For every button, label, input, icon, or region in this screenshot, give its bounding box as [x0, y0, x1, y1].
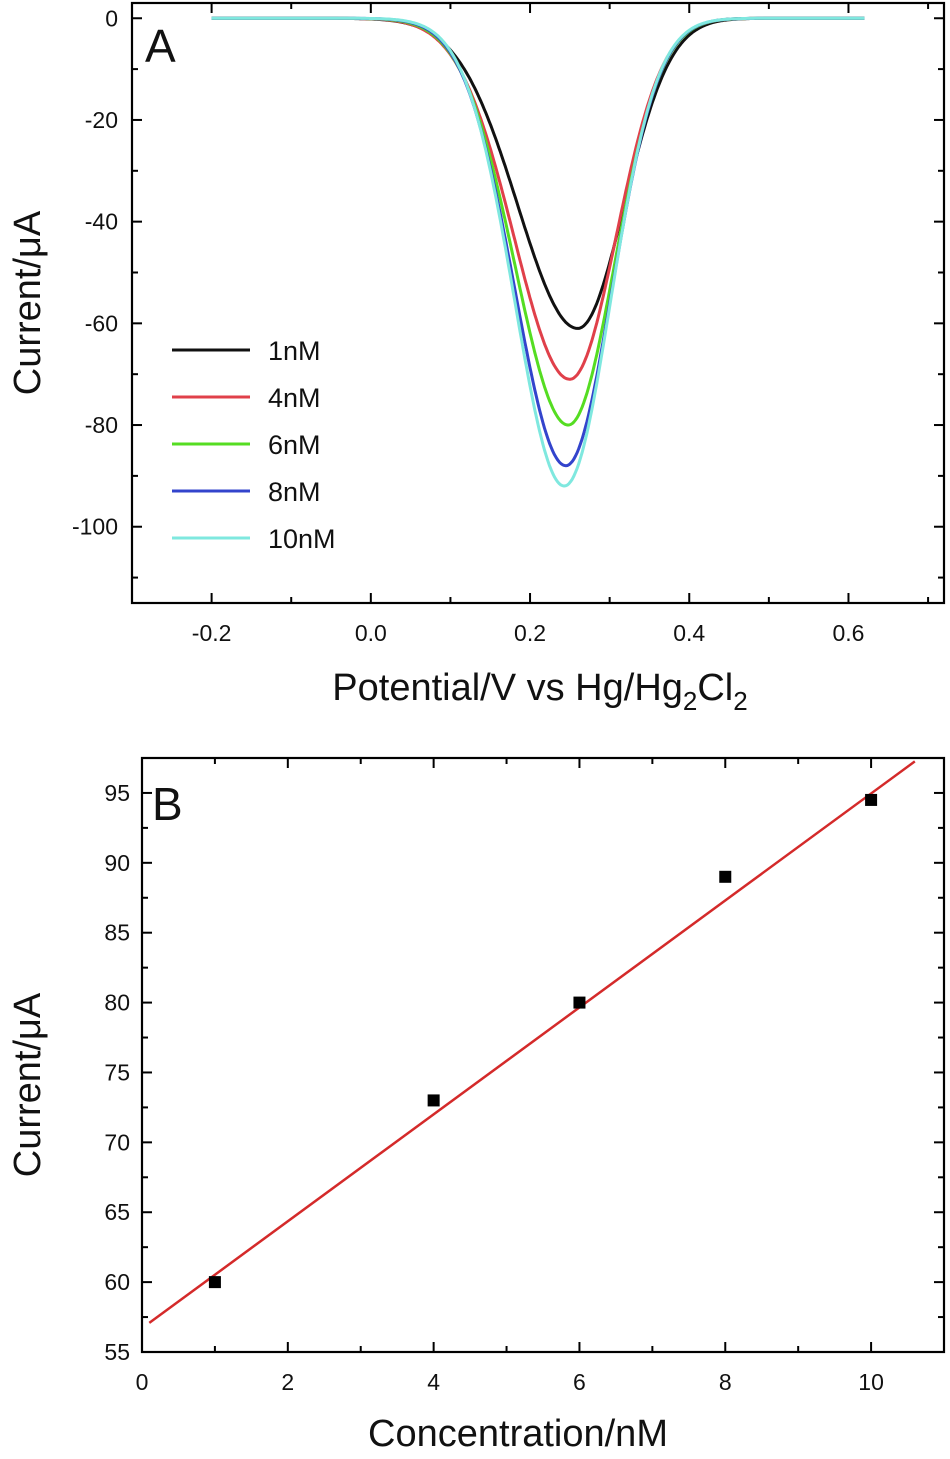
panel-b-y-axis-label: Current/μA [7, 992, 49, 1177]
panel-b-y-tick-label: 80 [104, 990, 130, 1016]
panel-b-x-tick-label: 0 [136, 1369, 149, 1395]
panel-a-x-axis-label: Potential/V vs Hg/Hg2Cl2 [332, 667, 747, 716]
panel-b-y-tick-label: 95 [104, 780, 130, 806]
panel-a-x-tick-label: 0.2 [514, 620, 546, 646]
panel-a-series-10nM [211, 16, 865, 488]
panel-a-x-tick-label: 0.6 [832, 620, 864, 646]
panel-a-x-tick-label: 0.4 [673, 620, 705, 646]
panel-a-y-tick-label: 0 [105, 5, 118, 31]
panel-b-y-tick-label: 60 [104, 1269, 130, 1295]
panel-b-y-tick-label: 85 [104, 920, 130, 946]
panel-b-data-point-4 [719, 870, 732, 883]
panel-a-y-tick-label: -100 [72, 514, 118, 540]
panel-a-y-axis-label: Current/μA [7, 210, 49, 395]
panel-b-y-tick-label: 65 [104, 1199, 130, 1225]
panel-a-plot-frame [130, 1, 946, 605]
legend-label-1nM: 1nM [268, 336, 321, 366]
panel-b-y-tick-label: 70 [104, 1129, 130, 1155]
panel-b-y-tick-label: 90 [104, 850, 130, 876]
panel-a-label: A [145, 20, 176, 72]
panel-b-x-tick-label: 4 [427, 1369, 440, 1395]
panel-a-y-tick-label: -80 [85, 412, 118, 438]
panel-a-y-tick-label: -20 [85, 107, 118, 133]
panel-a-chart: -0.2 0.0 0.2 0.4 0.6 0 -20 -40 -60 -80 -100 A 1nM 4… [7, 1, 946, 716]
panel-a-legend: 1nM 4nM 6nM 8nM 10nM [172, 336, 336, 554]
panel-a-series-1nM [211, 16, 865, 330]
panel-a-x-tick-label: 0.0 [355, 620, 387, 646]
panel-b-data-point-5 [865, 793, 878, 806]
panel-b-plot-frame [140, 756, 946, 1354]
panel-b-y-tick-label: 75 [104, 1059, 130, 1085]
panel-a-y-tick-label: -40 [85, 209, 118, 235]
panel-b-chart: 0 2 4 6 8 10 55 60 65 70 75 80 85 90 95 B Current/μA C… [7, 756, 946, 1455]
panel-b-x-tick-label: 6 [573, 1369, 586, 1395]
panel-b-y-tick-label: 55 [104, 1339, 130, 1365]
panel-a-x-tick-label: -0.2 [192, 620, 232, 646]
panel-b-x-tick-label: 8 [719, 1369, 732, 1395]
legend-label-4nM: 4nM [268, 383, 321, 413]
panel-b-data-point-3 [573, 996, 586, 1009]
panel-b-x-tick-label: 2 [281, 1369, 294, 1395]
panel-a-y-tick-label: -60 [85, 310, 118, 336]
panel-a-series-4nM [211, 16, 865, 381]
panel-b-data-point-2 [427, 1094, 440, 1107]
panel-b-label: B [152, 778, 183, 830]
panel-b-x-axis-label: Concentration/nM [368, 1413, 668, 1455]
panel-b-x-tick-label: 10 [858, 1369, 884, 1395]
panel-b-fit-line [148, 760, 916, 1324]
legend-label-8nM: 8nM [268, 477, 321, 507]
panel-b-data-point-1 [208, 1276, 221, 1289]
legend-label-10nM: 10nM [268, 524, 336, 554]
legend-label-6nM: 6nM [268, 430, 321, 460]
